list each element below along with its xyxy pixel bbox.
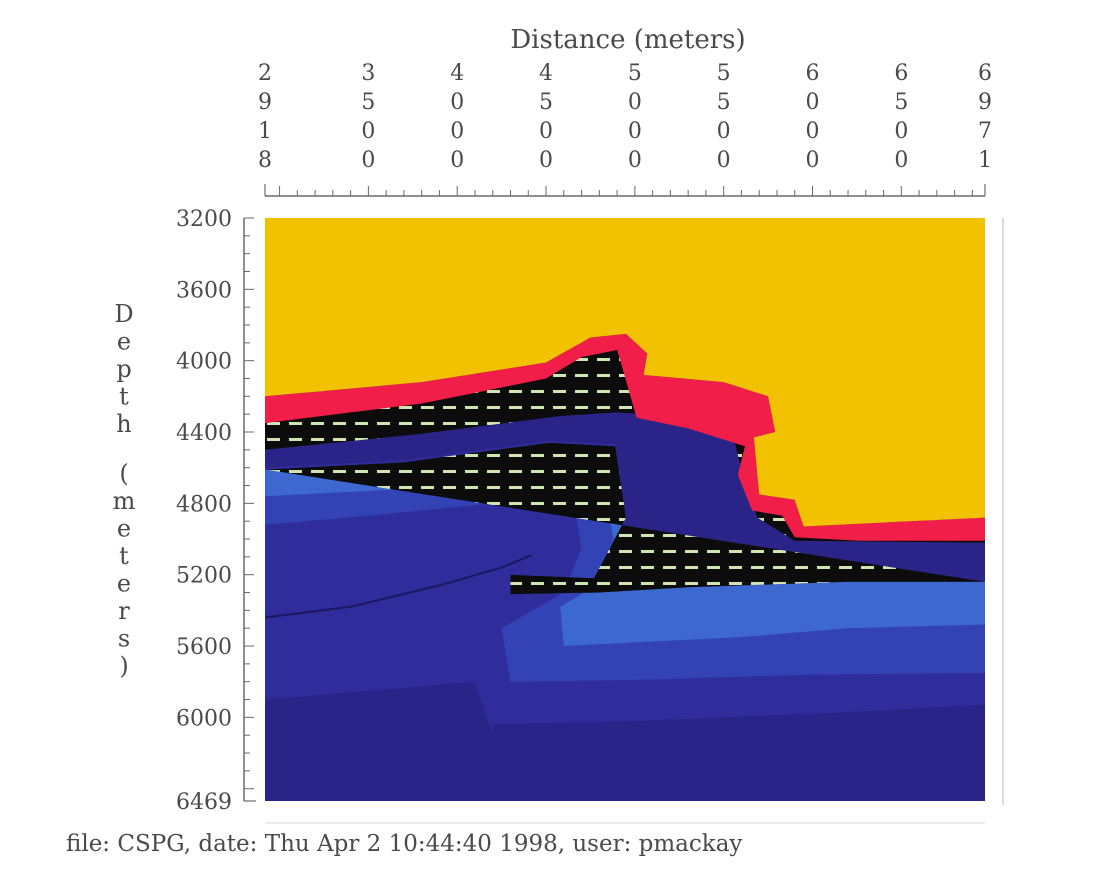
y-tick-label: 4400: [176, 421, 232, 446]
fold-line: [265, 554, 533, 619]
y-tick-label: 4800: [176, 492, 232, 517]
y-tick-label: 6469: [176, 790, 232, 815]
footer-file-info: file: CSPG, date: Thu Apr 2 10:44:40 199…: [66, 831, 742, 857]
x-axis: [264, 184, 986, 197]
y-tick-label: 4000: [176, 350, 232, 375]
y-tick-label: 3600: [176, 278, 232, 303]
red-layer: [265, 333, 985, 541]
x-axis-title: Distance (meters): [510, 25, 745, 55]
y-tick-label: 5600: [176, 635, 232, 660]
plot-area: [265, 218, 985, 801]
y-tick-label: 6000: [176, 706, 232, 731]
blue-light-region: [265, 442, 985, 646]
x-tick-labels: 2 9 1 8 3 5 0 0 4 0 0 0 4 5 0 0 5 0 0 0 5 5 0 0 6 0 0 0 6 5 0 0 6 9 7 1: [258, 61, 992, 173]
blue-deep-zone: [492, 704, 985, 801]
y-axis: [243, 217, 256, 802]
y-tick-label: 3200: [176, 207, 232, 232]
yellow-region: [265, 218, 985, 527]
y-tick-label: 5200: [176, 564, 232, 589]
y-tick-labels: 3200 3600 4000 4400 4800 5200 5600 6000 6469: [176, 207, 232, 815]
blue-mid-region: [265, 471, 985, 682]
